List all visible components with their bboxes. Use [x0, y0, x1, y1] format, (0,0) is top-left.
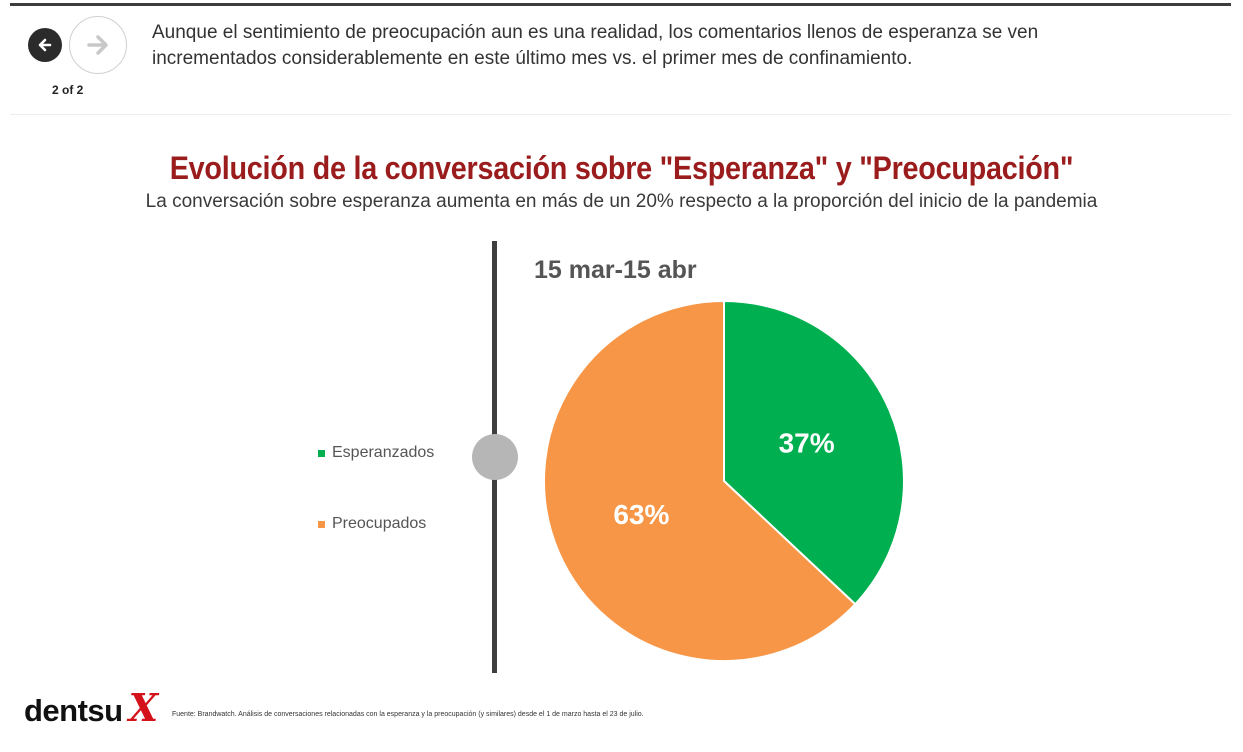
legend-swatch-preocupados: [318, 520, 325, 528]
slide-caption: Aunque el sentimiento de preocupación au…: [152, 22, 1039, 69]
pie-label-preocupados: 63%: [613, 499, 669, 530]
divider: [10, 114, 1231, 115]
pie-label-esperanzados: 37%: [779, 428, 835, 459]
legend-item-esperanzados: Esperanzados: [318, 444, 434, 462]
source-note: Fuente: Brandwatch. Análisis de conversa…: [172, 711, 644, 718]
pie-slice-preocupados: [543, 299, 857, 662]
legend-label: Preocupados: [332, 515, 427, 532]
legend-item-preocupados: Preocupados: [318, 515, 426, 533]
logo-x-mark: X: [128, 685, 159, 730]
arrow-left-icon: [38, 38, 52, 52]
period-label: 15 mar-15 abr: [534, 256, 697, 284]
legend-swatch-esperanzados: [318, 449, 325, 457]
arrow-right-icon: [87, 35, 108, 55]
pie-slice-esperanzados: [723, 299, 905, 606]
pie-chart: 37% 63%: [543, 299, 905, 662]
chart-subtitle: La conversación sobre esperanza aumenta …: [145, 191, 1098, 212]
legend-label: Esperanzados: [332, 444, 435, 461]
next-button[interactable]: [69, 16, 127, 74]
top-rule: [10, 3, 1231, 6]
timeline-handle[interactable]: [472, 434, 518, 480]
previous-button[interactable]: [28, 28, 62, 62]
dentsu-logo: dentsu X: [24, 685, 159, 730]
logo-wordmark: dentsu: [24, 693, 123, 728]
pager-label: 2 of 2: [52, 83, 84, 97]
chart-title: Evolución de la conversación sobre "Espe…: [169, 150, 1074, 186]
